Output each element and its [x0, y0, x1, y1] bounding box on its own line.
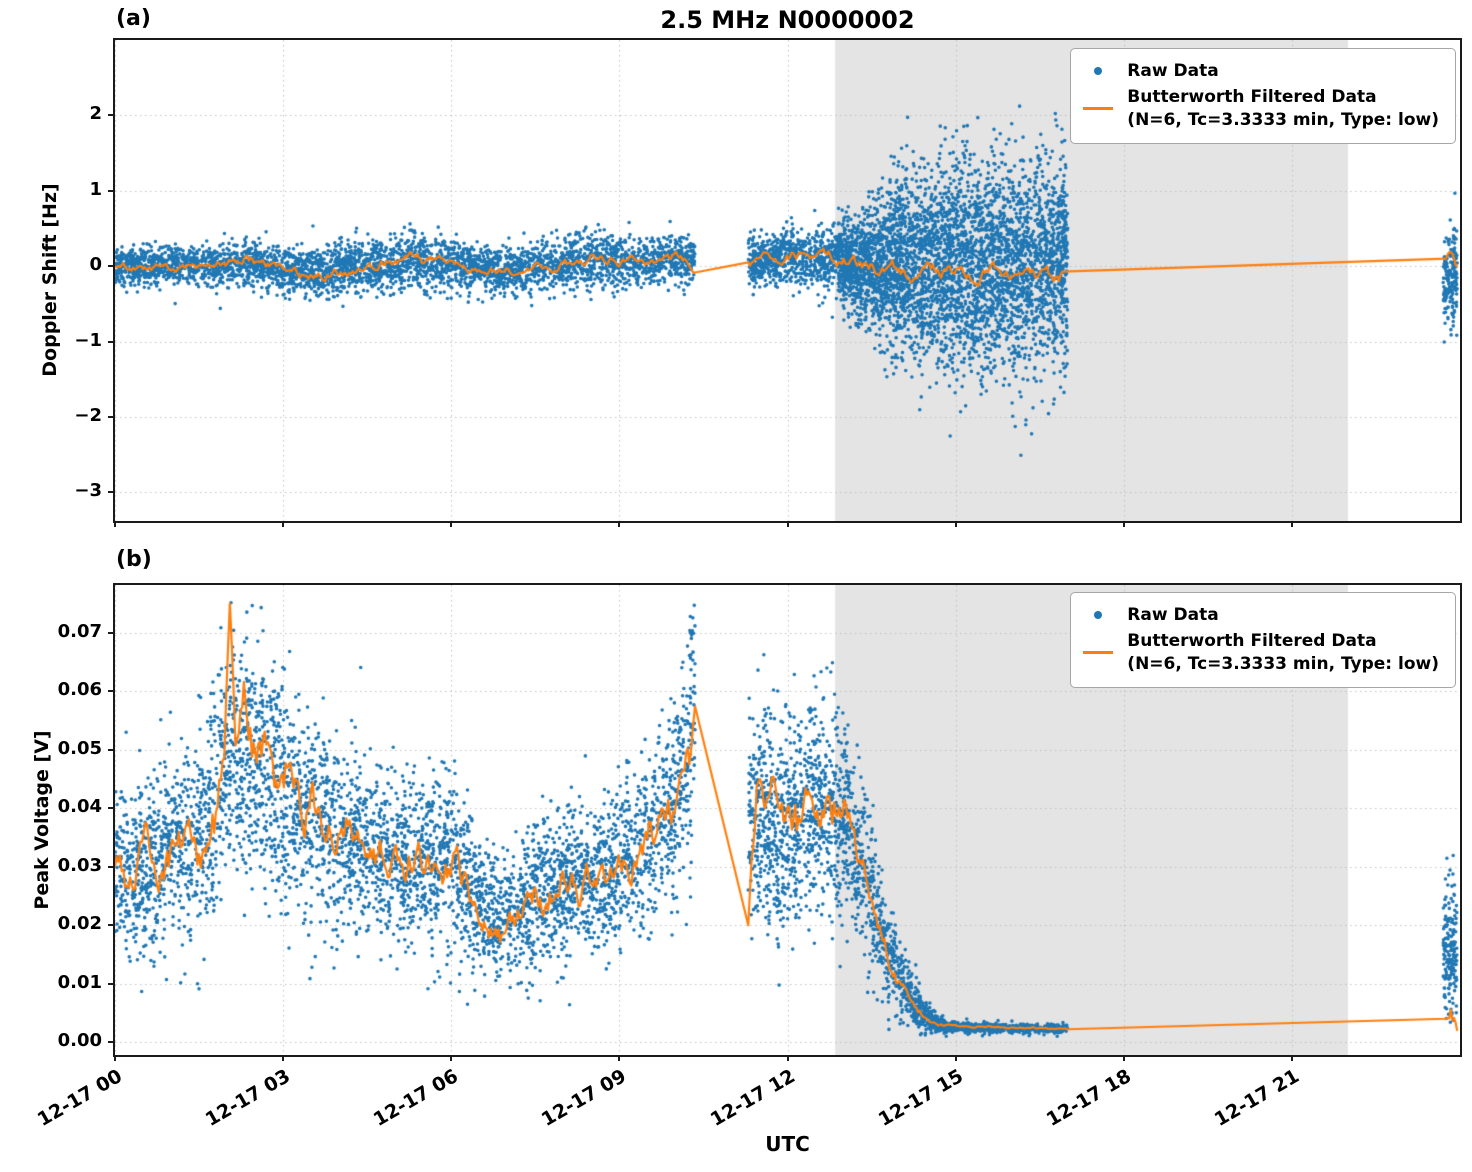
x-tick-mark — [282, 521, 285, 527]
y-tick-label: 0 — [89, 254, 102, 276]
y-tick-mark — [108, 491, 115, 494]
y-tick-label: −1 — [74, 329, 102, 351]
legend-filtered-label: Butterworth Filtered Data — [1127, 630, 1377, 651]
y-tick-label: −2 — [74, 404, 102, 426]
x-tick-mark — [954, 1055, 957, 1061]
y-tick-mark — [108, 1041, 115, 1044]
y-tick-mark — [108, 189, 115, 192]
legend-raw-label: Raw Data — [1127, 61, 1219, 81]
filtered-line-icon — [1083, 107, 1114, 111]
y-tick-mark — [108, 415, 115, 418]
filtered-line-marker — [1081, 651, 1115, 655]
x-tick-mark — [1290, 521, 1293, 527]
x-tick-mark — [282, 1055, 285, 1061]
x-tick-mark — [954, 521, 957, 527]
y-tick-mark — [108, 340, 115, 343]
y-tick-label: 0.00 — [57, 1030, 102, 1052]
legend-filtered-sublabel: (N=6, Tc=3.3333 min, Type: low) — [1127, 653, 1439, 674]
legend-filtered-entry: Butterworth Filtered Data (N=6, Tc=3.333… — [1081, 630, 1439, 676]
y-tick-mark — [108, 690, 115, 693]
x-tick-mark — [1290, 1055, 1293, 1061]
legend-raw-entry: Raw Data — [1081, 60, 1439, 83]
x-axis-label: UTC — [765, 1132, 810, 1156]
legend-filtered-sublabel: (N=6, Tc=3.3333 min, Type: low) — [1127, 109, 1439, 130]
y-tick-label: −3 — [74, 480, 102, 502]
raw-data-dot-icon — [1094, 611, 1103, 620]
y-tick-mark — [108, 114, 115, 117]
filtered-line-icon — [1083, 651, 1114, 655]
x-tick-mark — [618, 1055, 621, 1061]
legend-raw-entry: Raw Data — [1081, 604, 1439, 627]
x-tick-mark — [450, 521, 453, 527]
legend-filtered-entry: Butterworth Filtered Data (N=6, Tc=3.333… — [1081, 86, 1439, 132]
x-tick-mark — [114, 521, 116, 527]
y-tick-label: 0.05 — [57, 737, 102, 759]
y-tick-mark — [108, 982, 115, 985]
y-tick-label: 0.07 — [57, 620, 102, 642]
panel-b-label: (b) — [116, 547, 152, 572]
x-tick-mark — [786, 1055, 789, 1061]
y-tick-label: 0.01 — [57, 971, 102, 993]
y-tick-label: 0.02 — [57, 913, 102, 935]
x-tick-mark — [450, 1055, 453, 1061]
y-tick-label: 0.06 — [57, 679, 102, 701]
figure-title: 2.5 MHz N0000002 — [660, 6, 915, 34]
y-tick-mark — [108, 807, 115, 810]
legend-panel-a: Raw Data Butterworth Filtered Data (N=6,… — [1070, 48, 1456, 144]
y-tick-mark — [108, 748, 115, 751]
y-tick-mark — [108, 924, 115, 927]
filtered-line-marker — [1081, 107, 1115, 111]
y-tick-label: 1 — [89, 178, 102, 200]
raw-data-dot-icon — [1094, 67, 1103, 76]
panel-a-label: (a) — [116, 6, 151, 31]
x-tick-label: 12-17 00 — [33, 1065, 126, 1131]
y-tick-mark — [108, 865, 115, 868]
x-tick-mark — [618, 521, 621, 527]
x-tick-mark — [1122, 1055, 1125, 1061]
raw-data-marker — [1081, 67, 1115, 76]
y-tick-label: 0.04 — [57, 796, 102, 818]
raw-data-marker — [1081, 611, 1115, 620]
x-tick-mark — [1122, 521, 1125, 527]
legend-panel-b: Raw Data Butterworth Filtered Data (N=6,… — [1070, 592, 1456, 688]
x-tick-mark — [114, 1055, 116, 1061]
x-tick-mark — [786, 521, 789, 527]
legend-filtered-label: Butterworth Filtered Data — [1127, 86, 1377, 107]
y-tick-mark — [108, 265, 115, 268]
y-tick-mark — [108, 631, 115, 634]
y-tick-label: 0.03 — [57, 854, 102, 876]
legend-raw-label: Raw Data — [1127, 605, 1219, 625]
y-tick-label: 2 — [89, 103, 102, 125]
